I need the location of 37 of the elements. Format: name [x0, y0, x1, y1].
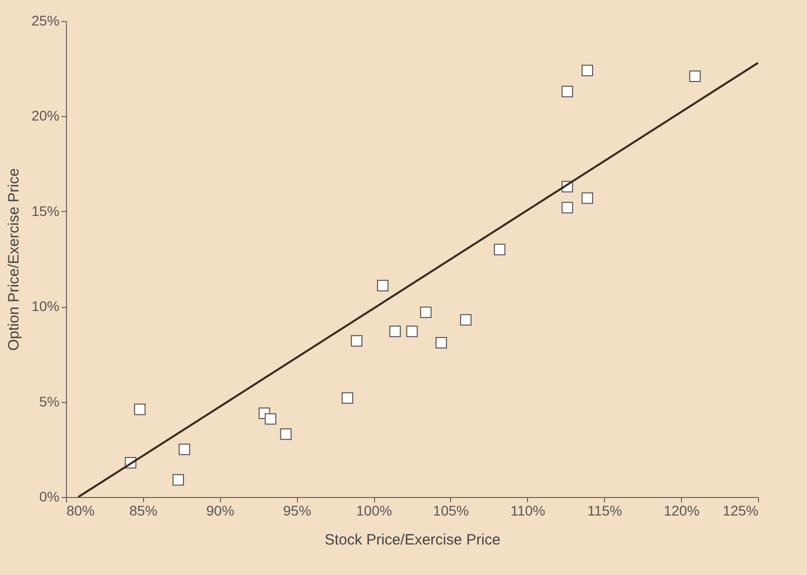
point	[280, 428, 292, 440]
point	[435, 337, 447, 349]
x-tick-label: 85%	[129, 502, 158, 518]
x-tick-label: 80%	[66, 502, 95, 518]
x-tick-label: 120%	[664, 502, 700, 518]
y-tick-label: 20%	[31, 108, 60, 124]
y-tick-label: 0%	[39, 488, 60, 504]
x-tick-label: 125%	[722, 502, 758, 518]
point	[562, 86, 574, 98]
point	[377, 280, 389, 292]
x-axis-title: Stock Price/Exercise Price	[324, 532, 500, 548]
x-tick-label: 115%	[587, 502, 622, 518]
point	[494, 244, 506, 256]
y-tick-label: 5%	[39, 393, 60, 410]
point	[342, 392, 354, 404]
y-axis-title: Option Price/Exercise Price	[5, 168, 22, 351]
x-tick-label: 95%	[283, 502, 312, 518]
point	[178, 444, 190, 456]
point	[264, 413, 276, 425]
point	[389, 326, 401, 338]
point	[406, 326, 418, 338]
x-tick-label: 90%	[206, 502, 234, 518]
y-tick-label: 10%	[31, 298, 60, 314]
point	[689, 70, 701, 82]
point	[582, 64, 594, 76]
x-tick-label: 110%	[510, 502, 546, 518]
x-tick-label: 105%	[433, 502, 469, 518]
y-tick-label: 15%	[31, 202, 60, 219]
point	[134, 404, 146, 416]
point	[460, 314, 472, 326]
point	[350, 335, 362, 347]
point	[420, 306, 432, 318]
point	[562, 202, 574, 214]
x-tick-label: 100%	[356, 502, 392, 518]
point	[172, 474, 184, 486]
point	[582, 192, 594, 204]
y-tick-label: 25%	[31, 12, 60, 28]
